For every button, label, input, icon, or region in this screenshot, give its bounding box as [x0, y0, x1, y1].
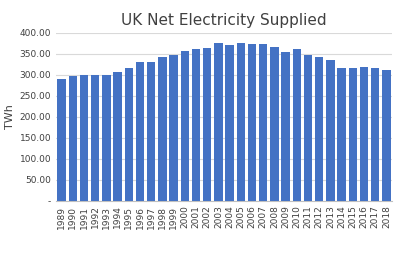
- Bar: [315, 57, 323, 201]
- Bar: [114, 72, 122, 201]
- Bar: [102, 75, 110, 201]
- Bar: [181, 51, 189, 201]
- Y-axis label: TWh: TWh: [5, 104, 15, 129]
- Bar: [226, 45, 234, 201]
- Bar: [147, 62, 155, 201]
- Bar: [69, 76, 77, 201]
- Bar: [136, 62, 144, 201]
- Bar: [259, 44, 267, 201]
- Bar: [360, 67, 368, 201]
- Bar: [125, 68, 133, 201]
- Bar: [170, 55, 178, 201]
- Bar: [326, 60, 334, 201]
- Bar: [203, 48, 211, 201]
- Bar: [270, 47, 278, 201]
- Bar: [214, 43, 222, 201]
- Bar: [337, 68, 346, 201]
- Title: UK Net Electricity Supplied: UK Net Electricity Supplied: [121, 13, 327, 28]
- Bar: [292, 49, 301, 201]
- Bar: [237, 43, 245, 201]
- Bar: [281, 52, 290, 201]
- Bar: [91, 75, 100, 201]
- Bar: [58, 79, 66, 201]
- Bar: [371, 68, 379, 201]
- Bar: [382, 70, 390, 201]
- Bar: [158, 57, 166, 201]
- Bar: [80, 75, 88, 201]
- Bar: [192, 48, 200, 201]
- Bar: [304, 55, 312, 201]
- Bar: [248, 44, 256, 201]
- Bar: [349, 68, 357, 201]
